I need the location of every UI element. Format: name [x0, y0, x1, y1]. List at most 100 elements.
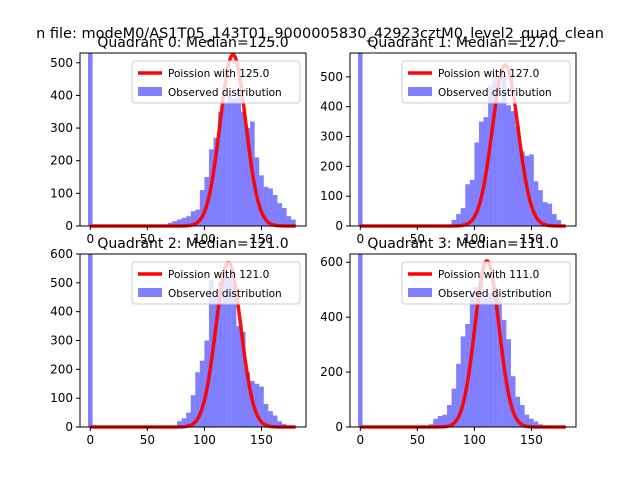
histogram-bar — [357, 53, 363, 226]
histogram-bar — [254, 383, 260, 427]
histogram-bar — [524, 414, 530, 427]
histogram-bar — [272, 415, 278, 427]
histogram-bar — [515, 126, 521, 226]
y-tick-label: 100 — [50, 186, 73, 200]
histogram-bar — [213, 295, 219, 427]
y-tick-label: 100 — [320, 189, 343, 203]
histogram-bar — [552, 214, 557, 226]
y-tick-label: 600 — [320, 255, 343, 269]
histogram-bar — [469, 179, 475, 226]
x-tick-label: 100 — [463, 232, 486, 246]
y-tick-label: 500 — [50, 276, 73, 290]
legend-label-poisson: Poission with 125.0 — [168, 68, 269, 80]
histogram-bar — [199, 360, 205, 427]
histogram-bar — [501, 75, 507, 227]
x-tick-label: 150 — [250, 433, 273, 447]
x-tick-label: 50 — [140, 433, 155, 447]
histogram-bar — [240, 331, 246, 427]
histogram-bar — [227, 95, 232, 227]
legend-box — [131, 60, 301, 104]
y-tick-label: 500 — [50, 56, 73, 70]
histogram-bar — [451, 220, 457, 226]
histogram-bar — [357, 254, 363, 427]
histogram-bar — [474, 286, 479, 427]
histogram-bar — [240, 111, 246, 226]
histogram-bar — [218, 281, 223, 427]
x-tick-label: 0 — [356, 232, 364, 246]
y-tick-label: 400 — [320, 100, 343, 114]
subplot-title: Quadrant 3: Median=111.0 — [367, 236, 558, 252]
histogram-bar — [190, 395, 196, 427]
y-tick-label: 0 — [65, 219, 73, 233]
legend-patch-swatch — [138, 288, 162, 297]
histogram-bar — [263, 403, 269, 427]
histogram-bar — [533, 181, 539, 226]
histogram-bar — [87, 53, 93, 226]
legend-patch-swatch — [408, 288, 432, 297]
subplot-title: Quadrant 1: Median=127.0 — [367, 35, 558, 51]
histogram-bar — [259, 386, 264, 427]
histogram-bar — [506, 339, 511, 427]
histogram-bar — [520, 405, 525, 427]
y-tick-label: 200 — [320, 159, 343, 173]
legend-box — [401, 261, 571, 305]
y-tick-label: 400 — [50, 305, 73, 319]
histogram-bar — [186, 412, 191, 427]
histogram-bar — [218, 111, 223, 226]
histogram-bar — [291, 219, 296, 226]
histogram-bar — [263, 186, 269, 226]
histogram-bar — [195, 209, 200, 226]
figure-suptitle: n file: modeM0/AS1T05_143T01_9000005830_… — [36, 26, 604, 42]
y-tick-label: 200 — [50, 154, 73, 168]
legend-label-observed: Observed distribution — [438, 87, 552, 99]
x-tick-label: 150 — [250, 232, 273, 246]
legend-label-poisson: Poission with 121.0 — [168, 269, 269, 281]
axes-frame — [349, 52, 577, 227]
x-tick-label: 100 — [193, 232, 216, 246]
histogram-bar — [492, 72, 498, 226]
histogram-bar — [231, 282, 237, 427]
y-tick-label: 0 — [65, 420, 73, 434]
histogram-bar — [483, 297, 489, 427]
legend-patch-swatch — [408, 87, 432, 96]
legend: Poission with 121.0 Observed distribution — [131, 261, 301, 305]
histogram-bar — [236, 326, 241, 427]
histogram-bar — [277, 421, 283, 427]
x-tick-label: 50 — [410, 232, 425, 246]
x-tick-label: 0 — [356, 433, 364, 447]
histogram-bar — [520, 151, 525, 226]
histogram-bar — [272, 194, 278, 226]
subplot-title: Quadrant 0: Median=125.0 — [97, 35, 288, 51]
histogram-bar — [286, 216, 292, 226]
y-tick-label: 100 — [50, 391, 73, 405]
histogram-bar — [195, 372, 200, 427]
histogram-bar — [547, 203, 553, 226]
histogram-bar — [433, 418, 438, 427]
x-tick-label: 0 — [86, 232, 94, 246]
histogram-bar — [447, 405, 452, 427]
histogram-bar — [474, 142, 479, 226]
x-tick-label: 100 — [193, 433, 216, 447]
histogram-bar — [268, 411, 273, 427]
histogram-bar — [497, 100, 502, 226]
histogram-bar — [222, 266, 228, 427]
legend: Poission with 127.0 Observed distribution — [401, 60, 571, 104]
y-tick-label: 0 — [335, 420, 343, 434]
y-tick-label: 400 — [50, 88, 73, 102]
legend-label-observed: Observed distribution — [168, 288, 282, 300]
legend-label-poisson: Poission with 127.0 — [438, 68, 539, 80]
histogram-bar — [277, 203, 283, 226]
x-tick-label: 150 — [520, 433, 543, 447]
y-tick-label: 200 — [320, 365, 343, 379]
histogram-bar — [542, 202, 548, 226]
legend: Poission with 125.0 Observed distribution — [131, 60, 301, 104]
x-tick-label: 150 — [520, 232, 543, 246]
histogram-bar — [451, 388, 457, 427]
histogram-bar — [236, 90, 241, 226]
histogram-bar — [533, 421, 539, 427]
histogram-bar — [442, 414, 448, 427]
histogram-bar — [556, 220, 562, 226]
histogram-bar — [497, 297, 502, 427]
histogram-bar — [437, 416, 443, 427]
